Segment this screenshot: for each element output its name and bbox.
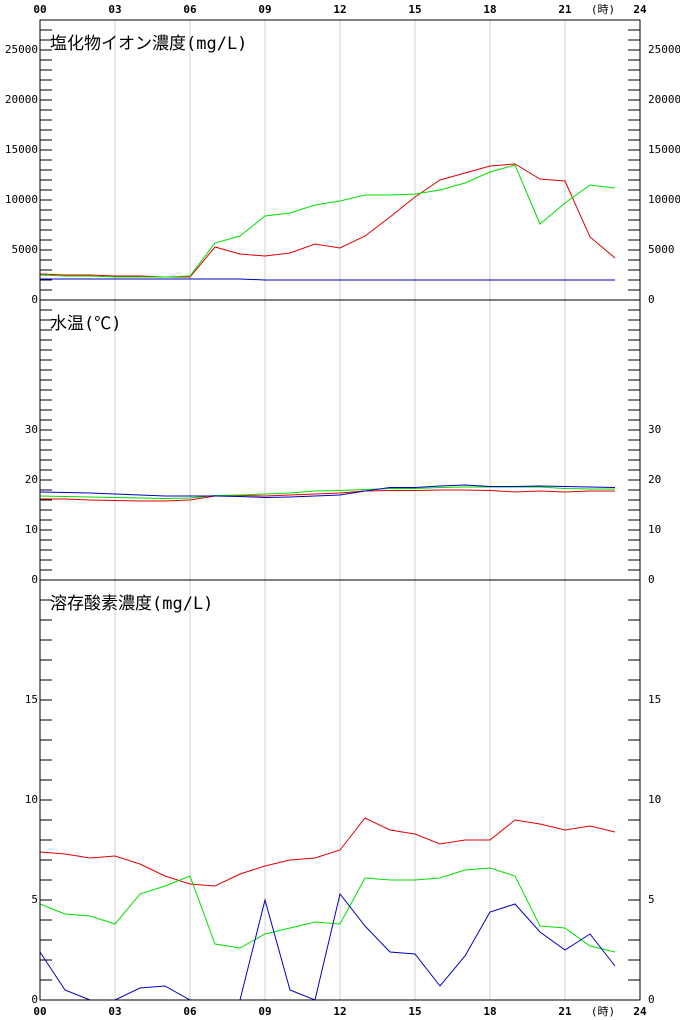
x-unit-label: (時)	[591, 3, 615, 16]
panel-title: 塩化物イオン濃度(mg/L)	[50, 34, 247, 54]
x-tick-label: 03	[108, 1005, 121, 1018]
y-tick-label: 0	[648, 993, 655, 1006]
y-tick-label: 15	[648, 693, 661, 706]
y-tick-label: 25000	[5, 43, 38, 56]
y-tick-label: 30	[25, 423, 38, 436]
panel-frame	[39, 579, 641, 1001]
y-tick-label: 5	[31, 893, 38, 906]
y-tick-label: 10000	[648, 193, 680, 206]
x-tick-label: 24	[633, 3, 647, 16]
y-tick-label: 0	[648, 293, 655, 306]
data-line	[39, 817, 616, 887]
y-tick-label: 10	[25, 523, 38, 536]
data-line	[39, 867, 616, 953]
y-tick-label: 5000	[12, 243, 39, 256]
x-tick-label: 06	[183, 3, 197, 16]
data-line	[39, 164, 616, 278]
y-tick-label: 0	[648, 573, 655, 586]
y-tick-label: 5	[648, 893, 655, 906]
panel-title: 水温(℃)	[50, 314, 121, 334]
x-tick-label: 12	[333, 1005, 346, 1018]
y-tick-label: 15000	[5, 143, 38, 156]
y-tick-label: 0	[31, 573, 38, 586]
y-tick-label: 25000	[648, 43, 680, 56]
x-tick-label: 21	[558, 3, 572, 16]
x-tick-label: 00	[33, 1005, 46, 1018]
x-tick-label: 24	[633, 1005, 647, 1018]
x-tick-label: 15	[408, 3, 421, 16]
data-line	[40, 278, 615, 281]
x-tick-label: 18	[483, 3, 496, 16]
panel-title: 溶存酸素濃度(mg/L)	[50, 594, 213, 614]
x-unit-label: (時)	[591, 1005, 615, 1018]
data-line	[39, 486, 615, 500]
x-tick-label: 00	[33, 3, 46, 16]
x-tick-label: 06	[183, 1005, 197, 1018]
data-line	[39, 892, 616, 1001]
y-tick-label: 10	[648, 793, 661, 806]
data-line	[39, 163, 616, 278]
y-tick-label: 0	[31, 293, 38, 306]
x-tick-label: 15	[408, 1005, 421, 1018]
y-tick-label: 5000	[648, 243, 675, 256]
y-tick-label: 20	[648, 473, 661, 486]
y-tick-label: 15000	[648, 143, 680, 156]
y-tick-label: 10	[25, 793, 38, 806]
x-tick-label: 03	[108, 3, 121, 16]
x-tick-label: 18	[483, 1005, 496, 1018]
x-tick-label: 09	[258, 1005, 271, 1018]
x-tick-label: 09	[258, 3, 271, 16]
y-tick-label: 20000	[648, 93, 680, 106]
y-tick-label: 30	[648, 423, 661, 436]
y-tick-label: 0	[31, 993, 38, 1006]
y-tick-label: 10	[648, 523, 661, 536]
data-line	[39, 484, 616, 499]
x-tick-label: 21	[558, 1005, 572, 1018]
x-tick-label: 12	[333, 3, 346, 16]
data-line	[40, 489, 615, 502]
y-tick-label: 20000	[5, 93, 38, 106]
y-tick-label: 15	[25, 693, 38, 706]
y-tick-label: 10000	[5, 193, 38, 206]
y-tick-label: 20	[25, 473, 38, 486]
